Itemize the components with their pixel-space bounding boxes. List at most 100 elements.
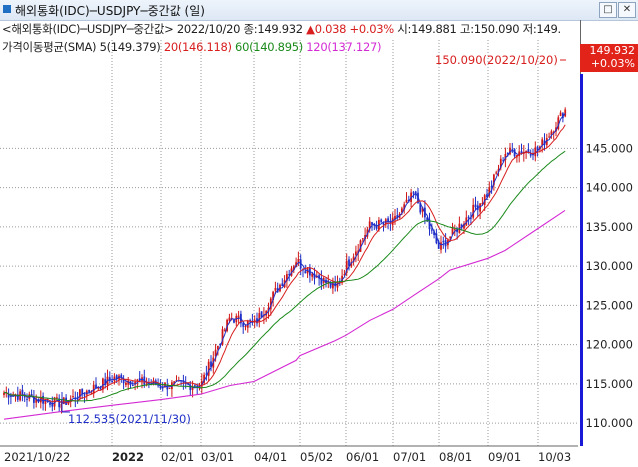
candle-body <box>42 395 44 404</box>
sma20-value: 20(146.118) <box>163 40 232 54</box>
candle-body <box>46 400 49 402</box>
candle-body <box>403 204 406 210</box>
candle-body <box>479 203 481 212</box>
candle-body <box>210 361 212 367</box>
candle-body <box>428 219 431 230</box>
candle-body <box>51 402 54 407</box>
maximize-button[interactable]: □ <box>599 2 617 18</box>
y-tick-label: 120.000 <box>585 338 633 352</box>
candle-body <box>21 389 24 396</box>
candle-body <box>315 276 318 278</box>
candle-body <box>506 152 509 154</box>
candle-body <box>329 282 332 288</box>
ohlc-text: 시:149.881 고:150.090 저:149. <box>397 22 561 36</box>
x-tick-label: 05/02 <box>300 450 333 464</box>
candle-body <box>541 139 544 146</box>
candle-body <box>134 382 136 385</box>
candle-body <box>16 394 19 400</box>
price-axis-divider <box>580 74 583 446</box>
candle-body <box>274 288 277 291</box>
candle-body <box>81 388 84 395</box>
candle-body <box>7 393 10 398</box>
candle-body <box>26 398 28 400</box>
candle-body <box>359 240 362 252</box>
candle-body <box>99 388 102 390</box>
candle-body <box>534 147 537 157</box>
candle-body <box>35 398 38 403</box>
candle-body <box>3 392 5 395</box>
candle-body <box>269 298 272 310</box>
candle-body <box>332 282 334 289</box>
candle-body <box>490 186 493 188</box>
change-value: 0.038 <box>314 22 347 36</box>
candle-body <box>223 329 226 331</box>
candle-body <box>125 382 127 385</box>
candle-body <box>412 192 415 194</box>
candle-body <box>92 384 95 394</box>
candle-body <box>550 131 553 136</box>
candle-body <box>495 172 498 174</box>
candle-body <box>219 344 222 346</box>
y-tick-label: 130.000 <box>585 259 633 273</box>
candle-body <box>543 140 546 145</box>
candle-body <box>460 224 463 227</box>
x-tick-label: 2022 <box>112 450 144 464</box>
candle-body <box>44 399 47 404</box>
candle-body <box>108 377 111 381</box>
candle-body <box>189 385 192 391</box>
candle-body <box>488 187 491 196</box>
candle-body <box>295 262 297 268</box>
candle-body <box>407 200 410 202</box>
candle-body <box>62 397 65 405</box>
candle-body <box>345 260 348 274</box>
candle-body <box>145 383 148 386</box>
candle-body <box>104 379 107 385</box>
candle-body <box>203 374 205 383</box>
x-tick-label: 10/03 <box>538 450 571 464</box>
current-price-pct: +0.03% <box>590 57 635 70</box>
candle-body <box>286 274 288 281</box>
candle-body <box>453 229 456 231</box>
candle-body <box>474 204 477 208</box>
candle-body <box>258 313 261 322</box>
candle-body <box>350 261 353 267</box>
candle-body <box>260 311 263 317</box>
candle-body <box>19 391 21 401</box>
candle-body <box>33 396 35 403</box>
y-tick-label: 135.000 <box>585 220 633 234</box>
x-tick-label: 04/01 <box>254 450 287 464</box>
close-button[interactable]: ✕ <box>618 2 636 18</box>
candle-body <box>113 376 116 382</box>
candle-body <box>256 318 258 324</box>
candle-body <box>343 274 346 276</box>
candle-body <box>421 207 424 212</box>
candle-body <box>465 217 468 226</box>
candle-body <box>131 385 134 387</box>
candle-body <box>272 291 274 300</box>
candle-body <box>265 310 268 316</box>
candle-body <box>168 387 171 389</box>
candle-body <box>405 199 408 203</box>
candle-body <box>391 217 394 226</box>
sma60-line <box>3 150 566 402</box>
high-annotation: 150.090(2022/10/20) <box>435 53 558 67</box>
candle-body <box>463 223 465 229</box>
candle-body <box>437 242 440 249</box>
price-legend-text: <해외통화(IDC)─USDJPY─중간값> 2022/10/20 종:149.… <box>2 22 303 36</box>
window-title: 해외통화(IDC)─USDJPY─중간값 (일) <box>15 4 205 18</box>
candle-body <box>10 395 12 397</box>
sma20-line <box>3 124 566 403</box>
candle-body <box>564 109 567 117</box>
candle-body <box>387 218 389 222</box>
candle-body <box>440 242 442 250</box>
candle-body <box>30 394 33 397</box>
candle-body <box>67 401 70 405</box>
candle-body <box>557 117 560 130</box>
candle-body <box>88 389 90 392</box>
candle-body <box>382 223 385 225</box>
low-annotation: 112.535(2021/11/30) <box>68 412 191 426</box>
candle-body <box>281 283 284 287</box>
candle-body <box>497 169 500 173</box>
candle-body <box>433 231 435 236</box>
